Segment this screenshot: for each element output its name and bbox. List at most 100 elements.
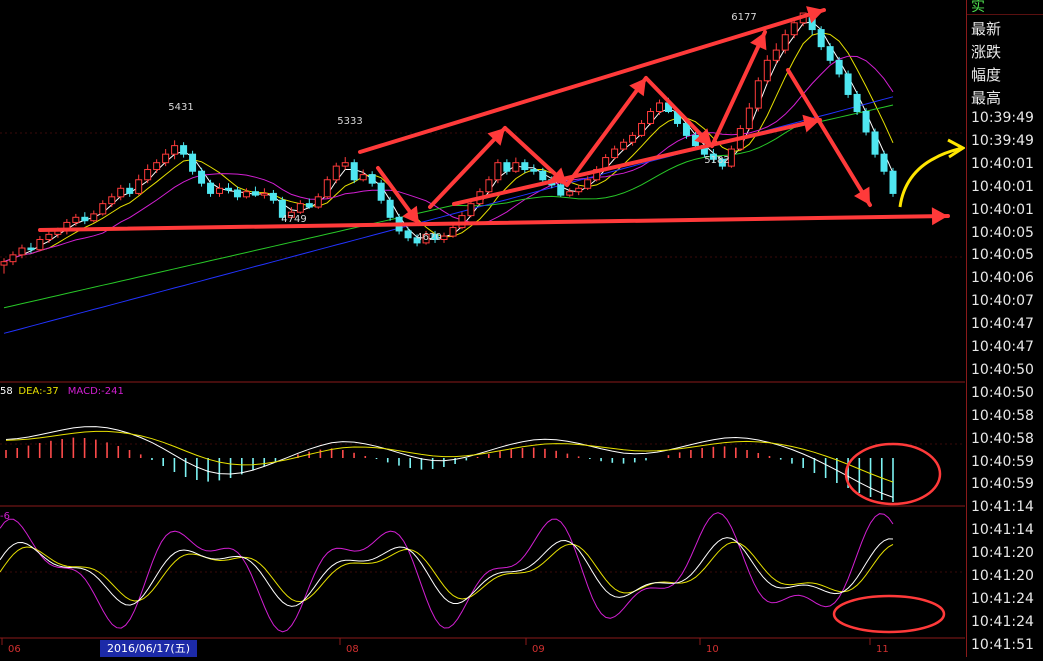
candle-body — [485, 179, 493, 193]
chart-svg: 06 08 09 10 11 5431 5333 4749 4620 6177 5182 58 DEA:… — [0, 6, 966, 655]
candle-body — [296, 203, 304, 213]
candle-body — [763, 59, 771, 82]
candle-body — [216, 187, 224, 194]
ma-line-MA-green — [3, 104, 894, 309]
trend-arrow-support — [38, 214, 950, 232]
chart-area[interactable]: 06 08 09 10 11 5431 5333 4749 4620 6177 5182 58 DEA:… — [0, 0, 966, 657]
candle-body — [844, 73, 852, 95]
candle-body — [108, 196, 116, 205]
price-annotation: 6177 — [731, 12, 756, 23]
candle-body — [117, 187, 125, 198]
candle-body — [45, 233, 53, 240]
candle-body — [512, 162, 520, 172]
candle-body — [233, 189, 241, 198]
candle-body — [153, 162, 161, 171]
candle-body — [323, 179, 331, 198]
candle-body — [162, 153, 170, 164]
wave-arrow-head — [487, 128, 505, 146]
time-row: 10:41:20 — [971, 545, 1034, 562]
candle-body — [224, 187, 232, 191]
candle-body — [126, 187, 134, 194]
candle-body — [27, 247, 35, 251]
candle-body — [332, 165, 340, 181]
macd-dea-line — [5, 430, 894, 483]
candle-body — [853, 93, 861, 113]
candle-body — [880, 153, 888, 172]
candle-body — [539, 170, 547, 181]
candle-body — [503, 162, 511, 172]
time-row: 10:40:50 — [971, 384, 1034, 401]
time-row: 10:39:49 — [971, 132, 1034, 149]
candle-body — [889, 170, 897, 194]
wave-arrow — [710, 30, 767, 148]
wave-arrow — [565, 76, 648, 187]
candle-body — [790, 22, 798, 36]
candle-body — [530, 169, 538, 172]
wave-arrow-head — [854, 186, 870, 205]
candle-body — [656, 102, 664, 113]
kdj-k-line — [0, 537, 894, 607]
candle-body — [449, 227, 457, 237]
side-divider — [967, 14, 1043, 15]
candle-body — [72, 216, 80, 223]
highlight-ellipse-macd — [844, 442, 942, 506]
side-field-change: 涨跌 — [971, 43, 1002, 61]
macd-dif-line — [5, 426, 894, 498]
candle-body — [772, 49, 780, 61]
time-row: 10:40:47 — [971, 339, 1034, 355]
candle-body — [278, 199, 286, 218]
yellow-arrow-head — [947, 138, 966, 159]
candle-body — [305, 203, 313, 208]
candle-body — [287, 211, 295, 218]
wave-arrow — [428, 126, 507, 209]
candle-body — [386, 199, 394, 218]
time-row: 10:41:24 — [971, 613, 1034, 630]
candle-body — [135, 179, 143, 194]
candle-body — [251, 191, 259, 196]
candle-body — [638, 122, 646, 136]
candle-body — [404, 230, 412, 239]
time-row: 10:41:24 — [971, 590, 1034, 607]
candle-body — [368, 174, 376, 184]
trend-arrow-mid — [452, 118, 822, 206]
candle-body — [189, 153, 197, 172]
time-row: 10:40:07 — [971, 293, 1034, 310]
x-tick-label: 09 — [532, 644, 545, 655]
candle-body — [494, 162, 502, 181]
candle-body — [260, 192, 268, 196]
ma-line-MA-yellow — [3, 32, 894, 263]
trend-arrow-upper — [358, 8, 826, 154]
candle-body — [817, 29, 825, 48]
time-row: 10:40:05 — [971, 247, 1034, 264]
candle-body — [422, 233, 430, 244]
candle-body — [81, 216, 89, 222]
trend-arrow-support-head — [931, 207, 948, 226]
time-row: 10:40:59 — [971, 476, 1034, 493]
time-row: 10:40:01 — [971, 155, 1034, 172]
candle-body — [647, 111, 655, 124]
wave-arrow-head — [694, 128, 712, 146]
wave-arrow-head — [402, 205, 419, 224]
kdj-d-line — [0, 541, 894, 603]
candle-body — [171, 145, 179, 155]
candle-body — [440, 235, 448, 240]
trend-arrow-mid-head — [802, 114, 820, 133]
price-annotation: 5182 — [704, 155, 729, 166]
trend-arrow-upper-head — [806, 6, 824, 24]
side-field-percent: 幅度 — [971, 66, 1002, 84]
candle-body — [467, 203, 475, 217]
time-row: 10:40:01 — [971, 178, 1034, 195]
candle-body — [566, 191, 574, 196]
time-row: 10:40:50 — [971, 361, 1034, 378]
side-field-high: 最高 — [971, 89, 1002, 107]
x-tick-label: 08 — [346, 644, 359, 655]
candle-body — [269, 192, 277, 201]
macd-legend: MACD:-241 — [68, 386, 124, 397]
candle-body — [557, 184, 565, 196]
candle-body — [629, 134, 637, 143]
highlight-ellipse-kdj — [832, 594, 946, 634]
candle-body — [36, 238, 44, 251]
candle-body — [9, 254, 17, 263]
wave-arrow-head — [750, 32, 767, 51]
candle-body — [682, 122, 690, 136]
